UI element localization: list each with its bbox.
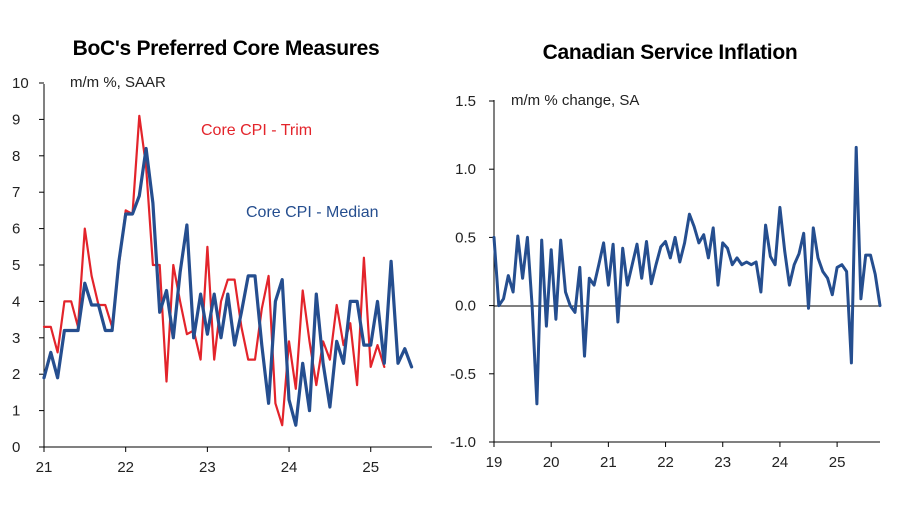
service-inflation-chart: Canadian Service Inflation m/m % change,…: [450, 41, 882, 471]
y-tick-label: 5: [12, 257, 20, 274]
y-tick-label: 6: [12, 221, 20, 238]
y-tick-label: -0.5: [450, 366, 476, 383]
x-tick-label: 24: [772, 454, 789, 471]
y-tick-label: 0: [12, 439, 20, 456]
y-tick-label: 8: [12, 148, 20, 165]
y-axis-label-right: m/m % change, SA: [511, 92, 639, 109]
x-tick-label: 21: [36, 459, 53, 476]
x-tick-label: 22: [657, 454, 674, 471]
y-tick-label: 4: [12, 293, 20, 310]
core-cpi-median-series-line: [42, 146, 414, 427]
y-tick-label: 3: [12, 330, 20, 347]
x-tick-label: 21: [600, 454, 617, 471]
x-tick-label: 25: [829, 454, 846, 471]
y-tick-label: 10: [12, 75, 29, 92]
core-cpi-trim-series-line: [42, 114, 386, 427]
service-inflation-series-line: [492, 145, 882, 406]
y-tick-label: 9: [12, 111, 20, 128]
y-tick-label: 0.5: [455, 229, 476, 246]
legend-label-trim: Core CPI - Trim: [201, 122, 312, 139]
x-tick-label: 25: [362, 459, 379, 476]
x-tick-label: 24: [281, 459, 298, 476]
y-axis-label: m/m %, SAAR: [70, 74, 166, 91]
x-tick-label: 23: [714, 454, 731, 471]
legend-label-median: Core CPI - Median: [246, 204, 379, 221]
y-tick-label: 7: [12, 184, 20, 201]
y-tick-label: 1.0: [455, 161, 476, 178]
x-tick-label: 20: [543, 454, 560, 471]
y-tick-label: 1.5: [455, 93, 476, 110]
x-tick-label: 22: [117, 459, 134, 476]
y-tick-label: 2: [12, 366, 20, 383]
y-tick-label: -1.0: [450, 434, 476, 451]
core-measures-chart: BoC's Preferred Core Measures m/m %, SAA…: [12, 37, 432, 476]
chart-title-right: Canadian Service Inflation: [543, 41, 798, 64]
y-tick-label: 1: [12, 403, 20, 420]
x-tick-label: 19: [486, 454, 503, 471]
chart-title: BoC's Preferred Core Measures: [73, 37, 380, 60]
y-tick-label: 0.0: [455, 298, 476, 315]
x-tick-label: 23: [199, 459, 216, 476]
